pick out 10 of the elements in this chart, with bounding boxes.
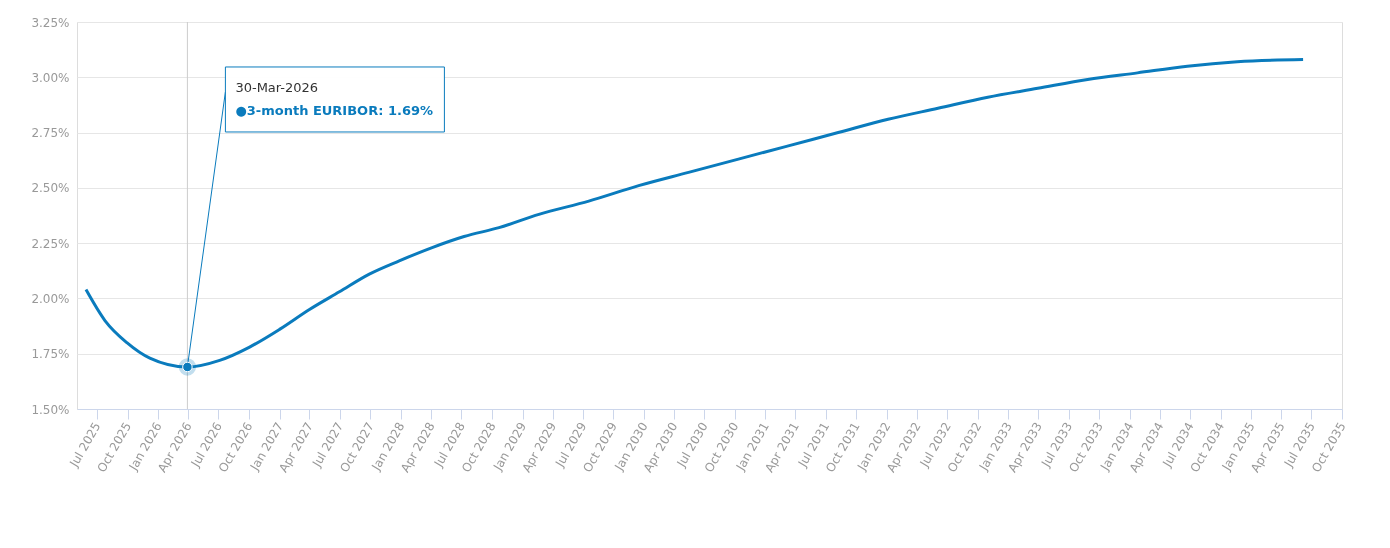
y-tick-label: 2.25% [31, 236, 70, 251]
y-tick-label: 2.50% [31, 181, 70, 196]
annotation: ●3-month EURIBOR: 1.69% [235, 102, 433, 118]
y-tick-label: 2.00% [31, 291, 70, 306]
y-tick-label: 1.75% [31, 347, 70, 362]
y-tick-label: 3.25% [31, 15, 70, 30]
y-tick-label: 1.50% [31, 402, 70, 417]
y-tick-label: 2.75% [31, 126, 70, 141]
y-tick-label: 3.00% [31, 70, 70, 85]
annotation: 30-Mar-2026 [235, 79, 319, 95]
